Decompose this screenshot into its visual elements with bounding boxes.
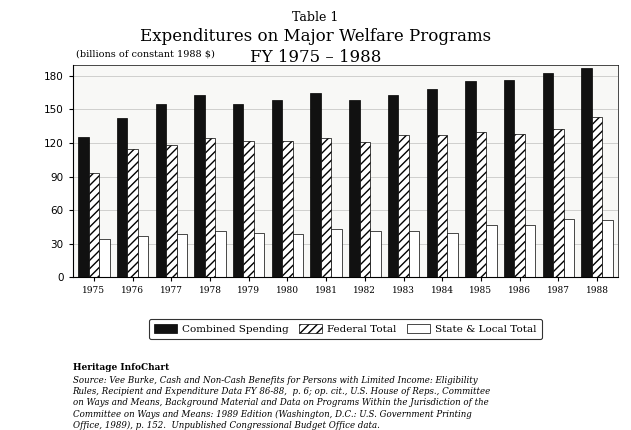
Bar [592,117,603,277]
Bar [321,138,331,277]
Bar [244,141,254,277]
Bar [427,89,437,277]
Bar [254,233,264,277]
Bar [156,104,166,277]
Bar [486,225,497,277]
Bar [398,135,409,277]
Bar [563,219,574,277]
Bar [388,95,398,277]
Bar [138,236,148,277]
Bar [581,68,592,277]
Bar [504,80,514,277]
Bar [514,134,525,277]
Bar [603,220,613,277]
Bar [543,74,553,277]
Bar [553,129,563,277]
Bar [525,225,535,277]
Bar [194,95,205,277]
Bar [476,132,486,277]
Bar [272,100,282,277]
Bar [370,231,380,277]
Text: Table 1: Table 1 [292,11,339,24]
Bar [331,229,342,277]
Bar [99,239,110,277]
Bar [349,100,360,277]
Text: FY 1975 – 1988: FY 1975 – 1988 [250,49,381,67]
Bar [447,233,458,277]
Bar [177,233,187,277]
Bar [310,92,321,277]
Bar [282,141,293,277]
Bar [360,142,370,277]
Bar [437,135,447,277]
Bar [293,233,303,277]
Bar [117,118,127,277]
Text: Expenditures on Major Welfare Programs: Expenditures on Major Welfare Programs [140,28,491,45]
Bar [78,137,88,277]
Bar [166,145,177,277]
Bar [233,104,244,277]
Text: Heritage InfoChart: Heritage InfoChart [73,363,169,372]
Bar [409,231,419,277]
Legend: Combined Spending, Federal Total, State & Local Total: Combined Spending, Federal Total, State … [149,319,542,339]
Text: (billions of constant 1988 $): (billions of constant 1988 $) [76,50,215,59]
Bar [127,148,138,277]
Bar [215,231,226,277]
Bar [88,173,99,277]
Text: Source: Vee Burke, Cash and Non-Cash Benefits for Persons with Limited Income: E: Source: Vee Burke, Cash and Non-Cash Ben… [73,376,491,430]
Bar [465,81,476,277]
Bar [205,138,215,277]
